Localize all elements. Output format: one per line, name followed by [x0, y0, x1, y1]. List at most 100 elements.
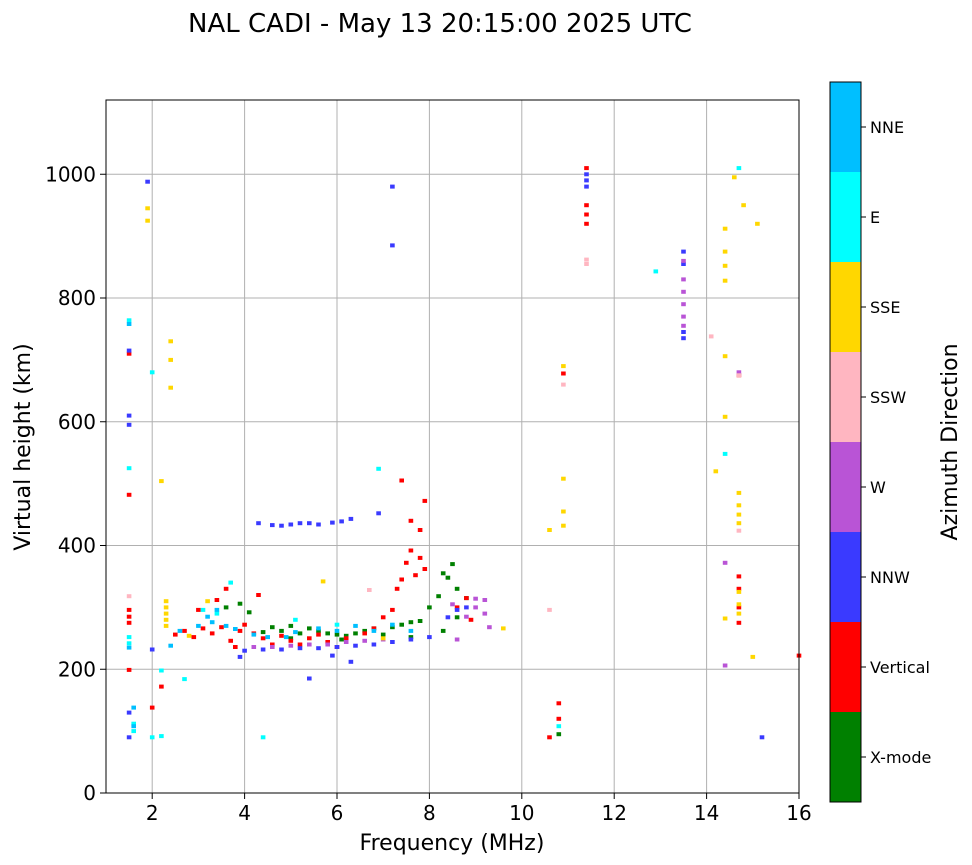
- echo-point: [759, 735, 765, 740]
- echo-point: [270, 642, 275, 647]
- echo-point: [288, 643, 294, 648]
- echo-point: [450, 562, 455, 567]
- echo-point: [223, 605, 229, 610]
- echo-point: [145, 179, 150, 184]
- echo-point: [163, 611, 169, 616]
- echo-point: [288, 623, 294, 628]
- colorbar-label: Azimuth Direction: [938, 343, 963, 540]
- x-tick-label: 16: [786, 801, 811, 825]
- echo-point: [131, 724, 136, 729]
- echo-point: [722, 560, 728, 565]
- y-tick-label: 200: [58, 657, 96, 681]
- echo-point: [260, 630, 266, 635]
- echo-point: [270, 625, 275, 630]
- colorbar-swatch: [830, 172, 861, 262]
- echo-point: [237, 654, 243, 659]
- echo-point: [242, 622, 247, 627]
- echo-point: [279, 633, 284, 638]
- echo-point: [233, 645, 238, 649]
- echo-point: [464, 596, 469, 601]
- echo-point: [279, 523, 284, 528]
- echo-point: [325, 631, 330, 636]
- echo-point: [279, 647, 284, 652]
- echo-point: [371, 642, 377, 647]
- echo-point: [149, 370, 155, 375]
- echo-point: [547, 607, 552, 612]
- echo-point: [126, 641, 132, 646]
- colorbar-category-label: NNW: [870, 568, 910, 587]
- echo-point: [413, 573, 418, 578]
- echo-point: [126, 351, 132, 356]
- echo-point: [436, 594, 441, 599]
- echo-point: [251, 632, 257, 637]
- echo-point: [256, 521, 261, 526]
- x-axis-label: Frequency (MHz): [360, 831, 545, 856]
- echo-point: [353, 623, 358, 628]
- echo-point: [422, 567, 428, 571]
- echo-point: [353, 631, 358, 636]
- echo-point: [260, 735, 266, 740]
- echo-point: [556, 732, 562, 737]
- echo-point: [473, 596, 478, 601]
- echo-point: [149, 647, 155, 652]
- echo-point: [126, 348, 132, 353]
- echo-point: [353, 643, 358, 648]
- echo-point: [237, 628, 243, 633]
- echo-point: [159, 479, 164, 484]
- echo-point: [713, 469, 719, 474]
- echo-point: [487, 625, 492, 630]
- echo-point: [736, 574, 742, 579]
- colorbar-swatch: [830, 82, 861, 172]
- y-tick-label: 0: [83, 781, 96, 805]
- echo-point: [440, 628, 446, 633]
- echo-point: [584, 166, 589, 171]
- echo-point: [126, 735, 132, 740]
- echo-point: [265, 635, 270, 640]
- echo-point: [233, 627, 238, 631]
- echo-point: [417, 619, 423, 623]
- echo-point: [450, 602, 455, 607]
- echo-point: [399, 577, 404, 582]
- echo-point: [168, 385, 173, 390]
- echo-point: [251, 645, 257, 649]
- echo-point: [126, 322, 132, 326]
- x-tick-label: 4: [238, 801, 251, 825]
- echo-point: [440, 571, 446, 576]
- echo-point: [242, 648, 247, 653]
- echo-point: [380, 632, 386, 637]
- echo-point: [464, 605, 469, 610]
- echo-point: [390, 640, 395, 644]
- echo-point: [681, 330, 686, 334]
- colorbar-swatch: [830, 262, 861, 352]
- echo-point: [681, 249, 686, 254]
- series-nnw: [126, 172, 765, 740]
- echo-point: [325, 640, 330, 644]
- echo-point: [755, 221, 760, 226]
- echo-point: [159, 668, 164, 673]
- echo-point: [473, 605, 478, 610]
- echo-point: [297, 646, 303, 651]
- echo-point: [584, 212, 589, 217]
- echo-point: [390, 622, 395, 627]
- echo-point: [399, 478, 404, 483]
- echo-point: [736, 490, 742, 495]
- echo-point: [256, 593, 261, 597]
- echo-point: [297, 521, 303, 526]
- echo-point: [200, 607, 206, 612]
- echo-point: [380, 615, 386, 620]
- echo-point: [126, 413, 132, 418]
- echo-point: [482, 611, 488, 616]
- echo-point: [736, 605, 742, 610]
- colorbar-category-label: SSW: [870, 388, 906, 407]
- x-tick-label: 2: [146, 801, 159, 825]
- colorbar-category-label: Vertical: [870, 658, 930, 677]
- echo-point: [584, 262, 589, 266]
- series-e: [126, 166, 742, 740]
- echo-point: [246, 610, 252, 615]
- echo-point: [307, 521, 312, 526]
- echo-point: [722, 226, 728, 231]
- series-nne: [126, 322, 414, 729]
- echo-point: [343, 640, 349, 644]
- echo-point: [186, 633, 192, 638]
